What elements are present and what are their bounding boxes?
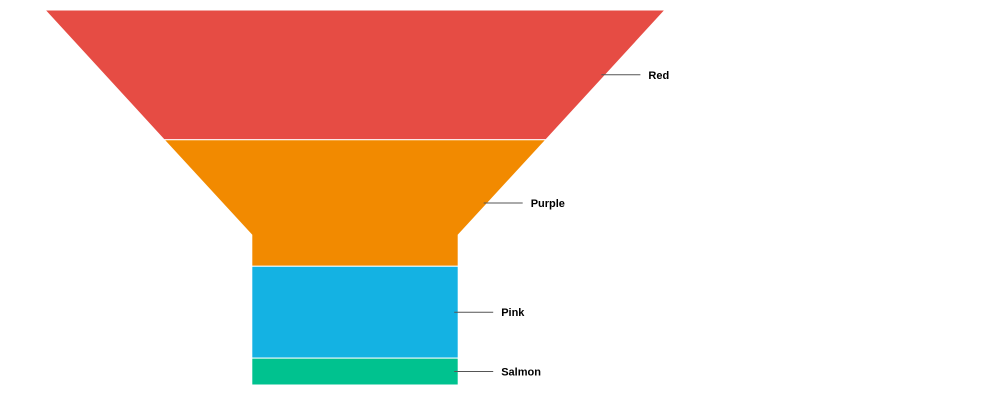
funnel-segment-red — [43, 9, 667, 141]
funnel-labels: Red Purple Pink Salmon — [454, 70, 669, 379]
funnel-label-red: Red — [648, 70, 669, 82]
funnel-segments — [43, 9, 667, 386]
funnel-segment-salmon — [251, 357, 459, 386]
funnel-label-purple: Purple — [531, 198, 565, 210]
funnel-label-pink: Pink — [501, 307, 525, 319]
funnel-segment-pink — [251, 265, 459, 359]
funnel-label-salmon: Salmon — [501, 367, 541, 379]
